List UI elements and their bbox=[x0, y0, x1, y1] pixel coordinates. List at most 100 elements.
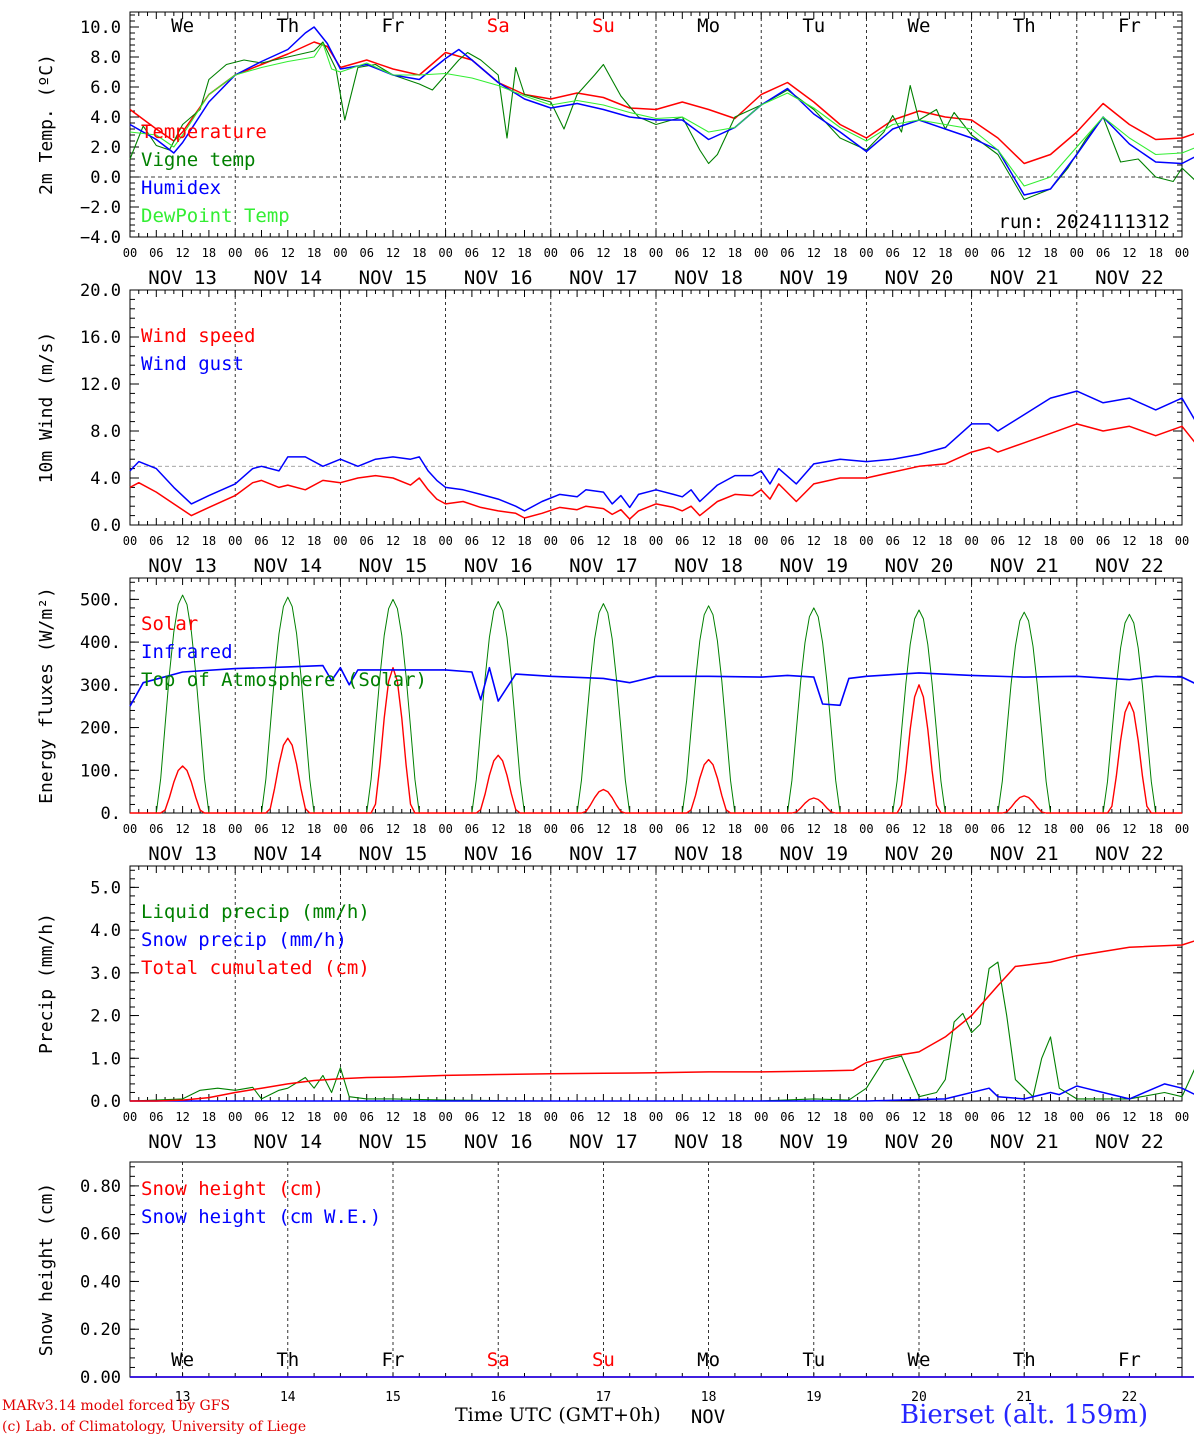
y-tick-label: 5.0 bbox=[90, 878, 121, 898]
hour-tick-label: 06 bbox=[359, 822, 373, 836]
hour-tick-label: 12 bbox=[1017, 534, 1031, 548]
weekday-label: We bbox=[171, 15, 194, 37]
hour-tick-label: 18 bbox=[307, 1110, 321, 1124]
hour-tick-label: 12 bbox=[281, 246, 295, 260]
weekday-label: Fr bbox=[1118, 15, 1141, 37]
hour-tick-label: 06 bbox=[149, 246, 163, 260]
hour-tick-label: 18 bbox=[728, 822, 742, 836]
y-tick-label: 0.0 bbox=[90, 168, 121, 188]
weekday-label: Th bbox=[276, 1349, 299, 1371]
hour-tick-label: 00 bbox=[438, 1110, 452, 1124]
legend-entry-humidex: Humidex bbox=[141, 177, 221, 199]
hour-tick-label: 12 bbox=[596, 822, 610, 836]
hour-tick-label: 00 bbox=[123, 822, 137, 836]
weekday-label: Th bbox=[1013, 1349, 1036, 1371]
hour-tick-label: 18 bbox=[622, 534, 636, 548]
day-label: NOV 22 bbox=[1095, 555, 1164, 577]
hour-tick-label: 00 bbox=[333, 534, 347, 548]
hour-tick-label: 12 bbox=[701, 246, 715, 260]
hour-tick-label: 00 bbox=[228, 534, 242, 548]
hour-tick-label: 18 bbox=[412, 534, 426, 548]
hour-tick-label: 18 bbox=[1148, 246, 1162, 260]
hour-tick-label: 00 bbox=[1175, 822, 1189, 836]
hour-tick-label: 00 bbox=[438, 822, 452, 836]
hour-tick-label: 06 bbox=[1096, 1110, 1110, 1124]
weekday-label: Th bbox=[1013, 15, 1036, 37]
hour-tick-label: 00 bbox=[964, 1110, 978, 1124]
legend-entry-wind-gust: Wind gust bbox=[141, 353, 244, 375]
hour-tick-label: 18 bbox=[412, 246, 426, 260]
hour-tick-label: 06 bbox=[570, 246, 584, 260]
weekday-label: We bbox=[908, 1349, 931, 1371]
hour-tick-label: 06 bbox=[885, 822, 899, 836]
y-tick-label: 2.0 bbox=[90, 1007, 121, 1027]
hour-tick-label: 06 bbox=[359, 246, 373, 260]
y-tick-label: 8.0 bbox=[90, 422, 121, 442]
weekday-label: Tu bbox=[802, 15, 825, 37]
hour-tick-label: 00 bbox=[333, 1110, 347, 1124]
hour-tick-label: 12 bbox=[281, 534, 295, 548]
y-tick-label: 16.0 bbox=[80, 328, 121, 348]
day-label: NOV 21 bbox=[990, 1131, 1059, 1153]
hour-tick-label: 12 bbox=[281, 1110, 295, 1124]
hour-tick-label: 06 bbox=[1096, 534, 1110, 548]
hour-tick-label: 00 bbox=[1175, 534, 1189, 548]
y-tick-label: 20.0 bbox=[80, 281, 121, 301]
panel-3: 00 06 12 18 00 06 12 18 00 06 12 18 00 06 12 18 00 06 12 18… bbox=[36, 577, 1194, 865]
y-axis-label: Energy fluxes (W/m²) bbox=[36, 587, 57, 804]
hour-tick-label: 00 bbox=[754, 246, 768, 260]
hour-tick-label: 12 bbox=[175, 1110, 189, 1124]
day-label: NOV 22 bbox=[1095, 843, 1164, 865]
day-label: NOV 21 bbox=[990, 843, 1059, 865]
day-number: 14 bbox=[280, 1390, 296, 1405]
hour-tick-label: 06 bbox=[149, 534, 163, 548]
y-tick-label: 0.40 bbox=[80, 1272, 121, 1292]
hour-tick-label: 18 bbox=[307, 534, 321, 548]
day-label: NOV 22 bbox=[1095, 1131, 1164, 1153]
month-label: NOV bbox=[691, 1406, 725, 1428]
hour-tick-label: 00 bbox=[964, 246, 978, 260]
hour-tick-label: 00 bbox=[859, 1110, 873, 1124]
hour-tick-label: 00 bbox=[649, 246, 663, 260]
station-name: Bierset (alt. 159m) bbox=[900, 1400, 1149, 1430]
day-number: 17 bbox=[596, 1390, 612, 1405]
day-label: NOV 17 bbox=[569, 843, 638, 865]
hour-tick-label: 00 bbox=[228, 246, 242, 260]
weekday-label: Fr bbox=[382, 1349, 405, 1371]
hour-tick-label: 00 bbox=[544, 534, 558, 548]
hour-tick-label: 06 bbox=[149, 1110, 163, 1124]
hour-tick-label: 06 bbox=[1096, 822, 1110, 836]
hour-tick-label: 00 bbox=[123, 534, 137, 548]
hour-tick-label: 06 bbox=[780, 534, 794, 548]
y-tick-label: 0. bbox=[101, 804, 121, 824]
hour-tick-label: 00 bbox=[544, 822, 558, 836]
panel-2: 00 06 12 18 00 06 12 18 00 06 12 18 00 06 12 18 00 06 12 18… bbox=[36, 281, 1194, 577]
hour-tick-label: 00 bbox=[333, 246, 347, 260]
y-tick-label: 0.60 bbox=[80, 1225, 121, 1245]
series-line-solar bbox=[130, 667, 1182, 814]
y-tick-label: 100. bbox=[80, 761, 121, 781]
hour-tick-label: 18 bbox=[833, 246, 847, 260]
hour-tick-label: 06 bbox=[780, 1110, 794, 1124]
weekday-label: Mo bbox=[697, 15, 720, 37]
hour-tick-label: 12 bbox=[175, 822, 189, 836]
hour-tick-label: 18 bbox=[728, 1110, 742, 1124]
y-tick-label: 500. bbox=[80, 590, 121, 610]
hour-tick-label: 12 bbox=[807, 822, 821, 836]
day-number: 22 bbox=[1122, 1390, 1138, 1405]
hour-tick-label: 00 bbox=[1070, 246, 1084, 260]
legend-entry-wind-speed: Wind speed bbox=[141, 325, 255, 347]
day-label: NOV 13 bbox=[148, 555, 217, 577]
day-label: NOV 19 bbox=[779, 555, 848, 577]
hour-tick-label: 06 bbox=[465, 246, 479, 260]
series-line-infrared bbox=[129, 664, 1194, 707]
hour-tick-label: 06 bbox=[991, 1110, 1005, 1124]
hour-tick-label: 12 bbox=[912, 534, 926, 548]
hour-tick-label: 06 bbox=[885, 1110, 899, 1124]
hour-tick-label: 00 bbox=[333, 822, 347, 836]
legend-entry-solar: Solar bbox=[141, 613, 198, 635]
hour-tick-label: 06 bbox=[254, 534, 268, 548]
hour-tick-label: 18 bbox=[1148, 822, 1162, 836]
day-label: NOV 15 bbox=[359, 1131, 428, 1153]
hour-tick-label: 18 bbox=[517, 534, 531, 548]
